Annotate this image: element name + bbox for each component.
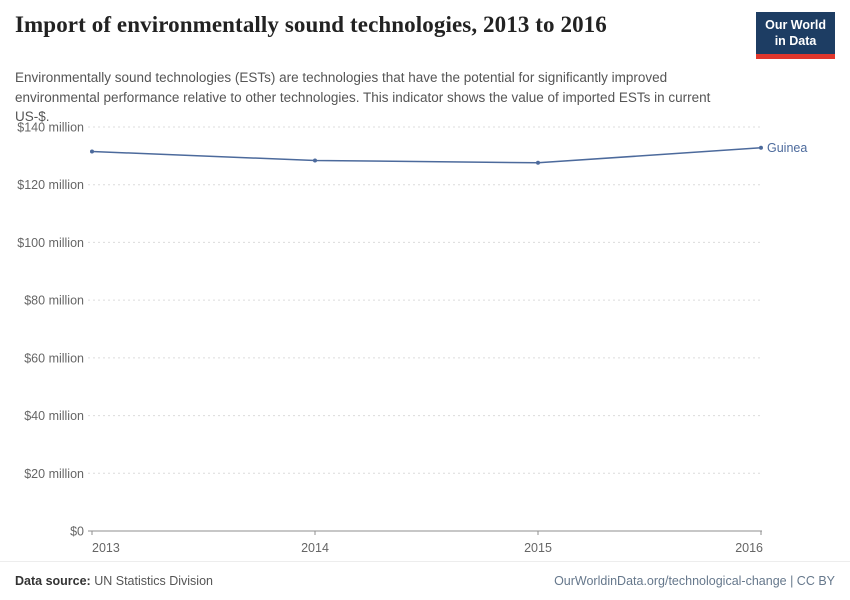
data-source: Data source: UN Statistics Division (15, 574, 213, 588)
y-tick-label: $120 million (17, 178, 84, 192)
logo-line-1: Our World (765, 18, 826, 32)
y-tick-label: $80 million (24, 294, 84, 308)
chart-subtitle: Environmentally sound technologies (ESTs… (15, 70, 711, 125)
data-point (759, 145, 763, 150)
y-tick-label: $100 million (17, 236, 84, 250)
x-tick-label: 2015 (524, 541, 552, 555)
line-chart-canvas[interactable]: $0 $20 million $40 million $60 million $80 m… (0, 112, 850, 562)
title-row: Import of environmentally sound technolo… (15, 12, 835, 60)
chart-footer: Data source: UN Statistics Division OurW… (0, 561, 850, 600)
data-point (90, 149, 94, 154)
series-label: Guinea (767, 141, 807, 155)
logo-line-2: in Data (774, 33, 817, 48)
y-tick-label: $140 million (17, 121, 84, 135)
credit-link[interactable]: OurWorldinData.org/technological-change … (554, 574, 835, 588)
y-tick-label: $20 million (24, 467, 84, 481)
data-point (536, 160, 540, 165)
data-source-value: UN Statistics Division (90, 574, 213, 588)
y-tick-label: $60 million (24, 351, 84, 365)
owid-logo[interactable]: Our World in Data (756, 12, 835, 60)
data-point (313, 158, 317, 163)
y-tick-label: $40 million (24, 409, 84, 423)
chart-title: Import of environmentally sound technolo… (15, 12, 607, 37)
chart-header: Import of environmentally sound technolo… (15, 12, 835, 127)
series-line (91, 147, 762, 164)
x-tick-label: 2016 (735, 541, 763, 555)
y-tick-label: $0 (70, 525, 84, 539)
x-tick-label: 2014 (301, 541, 329, 555)
x-tick-label: 2013 (92, 541, 120, 555)
data-source-label: Data source: (15, 574, 91, 588)
